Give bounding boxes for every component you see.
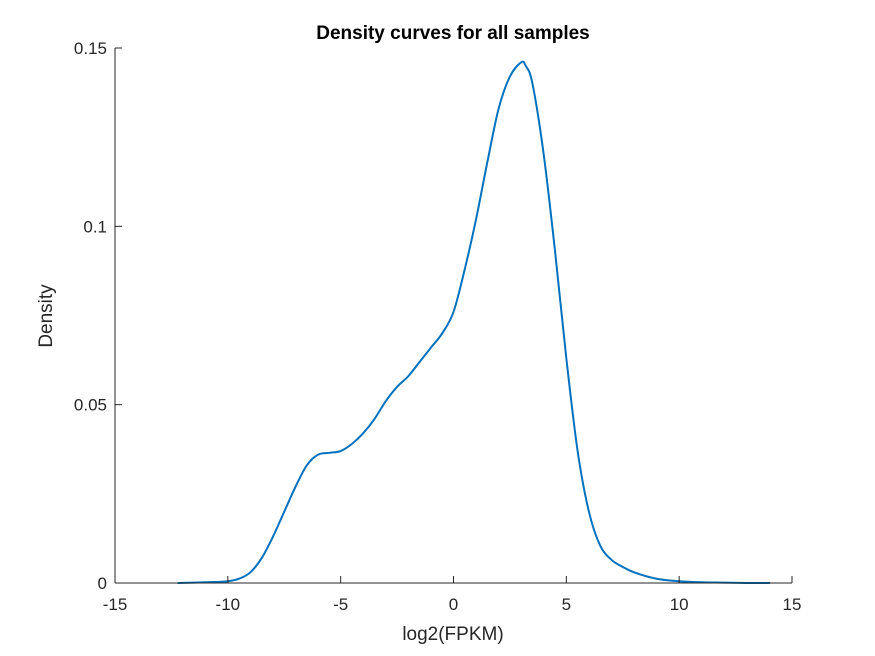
x-tick-label: 15 [783, 595, 802, 614]
y-tick-label: 0.05 [74, 396, 107, 415]
y-tick-label: 0.1 [83, 217, 107, 236]
x-tick-label: -5 [333, 595, 348, 614]
density-curve [177, 60, 771, 585]
y-axis-label: Density [36, 284, 57, 348]
x-axis-ticks: -15 -10 -5 0 5 10 15 [103, 576, 802, 614]
y-tick-label: 0 [98, 574, 107, 593]
x-tick-label: -10 [216, 595, 241, 614]
x-tick-label: 5 [562, 595, 571, 614]
plot-area [177, 60, 771, 585]
chart-title: Density curves for all samples [316, 23, 590, 44]
x-tick-label: -15 [103, 595, 128, 614]
x-axis-label: log2(FPKM) [402, 624, 503, 645]
x-tick-label: 0 [449, 595, 458, 614]
y-tick-label: 0.15 [74, 39, 107, 58]
x-tick-label: 10 [670, 595, 689, 614]
y-axis-ticks: 0 0.05 0.1 0.15 [74, 39, 122, 593]
